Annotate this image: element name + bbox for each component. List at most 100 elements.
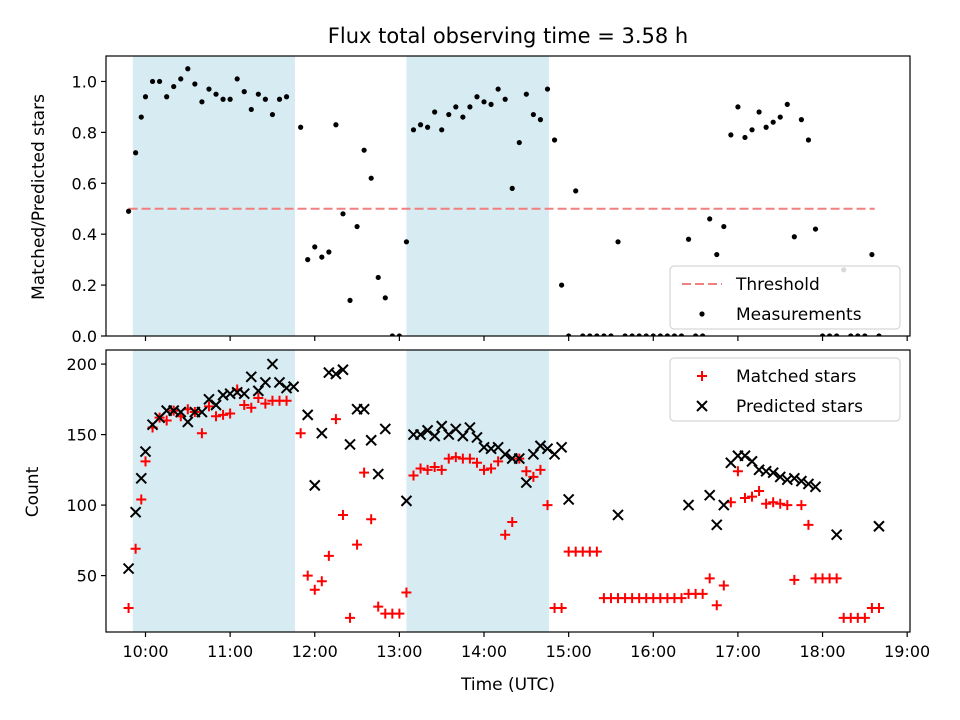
matched-starspoint [281, 395, 292, 406]
measurementspoint [685, 236, 692, 242]
measurementspoint [361, 147, 367, 153]
measurementspoint [523, 91, 529, 97]
predicted-starspoint [809, 481, 822, 493]
measurementspoint [133, 150, 139, 156]
measurementspoint [678, 333, 685, 336]
predicted-starspoint [802, 478, 815, 490]
matched-starspoint [366, 514, 377, 525]
measurementspoint [199, 99, 205, 105]
matched-starspoint [450, 452, 461, 463]
measurementspoint [601, 333, 607, 336]
measurementspoint [749, 127, 755, 133]
matched-starspoint [316, 576, 327, 587]
measurementspoint [784, 101, 790, 107]
predicted-starspoint [129, 506, 142, 518]
measurementspoint [417, 122, 424, 128]
matched-starspoint [697, 588, 708, 599]
measurementspoint [509, 185, 515, 191]
measurementspoint [608, 333, 614, 336]
measurementspoint [566, 333, 572, 336]
measurementspoint [347, 297, 353, 303]
predicted-starspoint [703, 489, 716, 501]
measurementspoint [869, 251, 875, 258]
measurementspoint [664, 333, 670, 336]
matched-starspoint [528, 471, 539, 482]
matched-starspoint [768, 497, 779, 508]
measurementspoint [848, 333, 854, 336]
measurementspoint [439, 127, 445, 133]
legend-marker [696, 400, 708, 412]
measurementspoint [770, 119, 776, 125]
measurementspoint [333, 122, 339, 128]
predicted-starspoint [330, 368, 342, 380]
predicted-starspoint [210, 399, 222, 411]
matched-starspoint [130, 543, 141, 554]
matched-starspoint [203, 401, 214, 412]
x-tick-label: 14:00 [461, 642, 507, 661]
measurementspoint [220, 96, 226, 102]
matched-starspoint [739, 493, 750, 504]
measurementspoint [474, 94, 480, 100]
measurementspoint [798, 117, 804, 123]
measurementspoint [206, 86, 212, 92]
legend-marker [699, 311, 705, 317]
matched-starspoint [535, 464, 546, 475]
measurementspoint [551, 137, 558, 143]
matched-starspoint [704, 573, 715, 584]
measurementspoint [354, 223, 360, 230]
measurementspoint [862, 333, 868, 336]
matched-starspoint [507, 517, 518, 528]
measurementspoint [396, 333, 402, 336]
measurementspoint [138, 114, 144, 120]
measurementspoint [446, 111, 452, 118]
x-tick-label: 15:00 [546, 642, 592, 661]
measurementspoint [728, 132, 734, 138]
measurementspoint [530, 111, 536, 118]
x-tick-label: 12:00 [292, 642, 338, 661]
predicted-starspoint [428, 430, 441, 442]
measurementspoint [819, 333, 826, 336]
legend-box [669, 265, 901, 330]
measurementspoint [262, 96, 268, 102]
predicted-starspoint [287, 380, 300, 393]
predicted-starspoint [196, 406, 208, 418]
matched-starspoint [711, 600, 722, 611]
measurementspoint [742, 134, 748, 141]
predicted-starspoint [175, 406, 187, 418]
measurementspoint [721, 223, 727, 230]
legend-label: Predicted stars [736, 397, 863, 417]
matched-starspoint [429, 462, 440, 473]
predicted-starspoint [266, 358, 279, 370]
measurementspoint [643, 333, 649, 336]
measurementspoint [544, 86, 551, 92]
matched-starspoint [873, 603, 884, 614]
y-tick-label: 0.2 [72, 276, 97, 295]
x-tick-label: 16:00 [630, 642, 676, 661]
measurementspoint [192, 81, 198, 87]
measurementspoint [375, 274, 381, 281]
matched-starspoint [196, 428, 207, 439]
predicted-starspoint [309, 479, 321, 492]
measurementspoint [876, 333, 882, 336]
matched-starspoint [218, 409, 229, 420]
shaded-interval [132, 350, 296, 632]
predicted-starspoint [182, 416, 194, 428]
measurementspoint [382, 295, 388, 301]
legend-label: Measurements [736, 305, 862, 325]
matched-starspoint [542, 500, 553, 511]
matched-starspoint [591, 546, 602, 557]
legend: Threshold Measurements [669, 265, 901, 330]
measurementspoint [622, 333, 628, 336]
legend-marker [697, 371, 707, 381]
measurementspoint [707, 216, 713, 222]
measurementspoint [403, 239, 410, 245]
matched-starspoint [337, 509, 348, 520]
measurementspoint [460, 114, 466, 120]
measurementspoint [495, 86, 501, 92]
matched-starspoint [373, 601, 384, 612]
bottom-y-axis-label: Count [23, 466, 43, 517]
predicted-starspoint [682, 499, 695, 511]
plot-frame [105, 55, 911, 337]
measurementspoint [255, 91, 261, 97]
matched-starspoint [479, 464, 490, 475]
